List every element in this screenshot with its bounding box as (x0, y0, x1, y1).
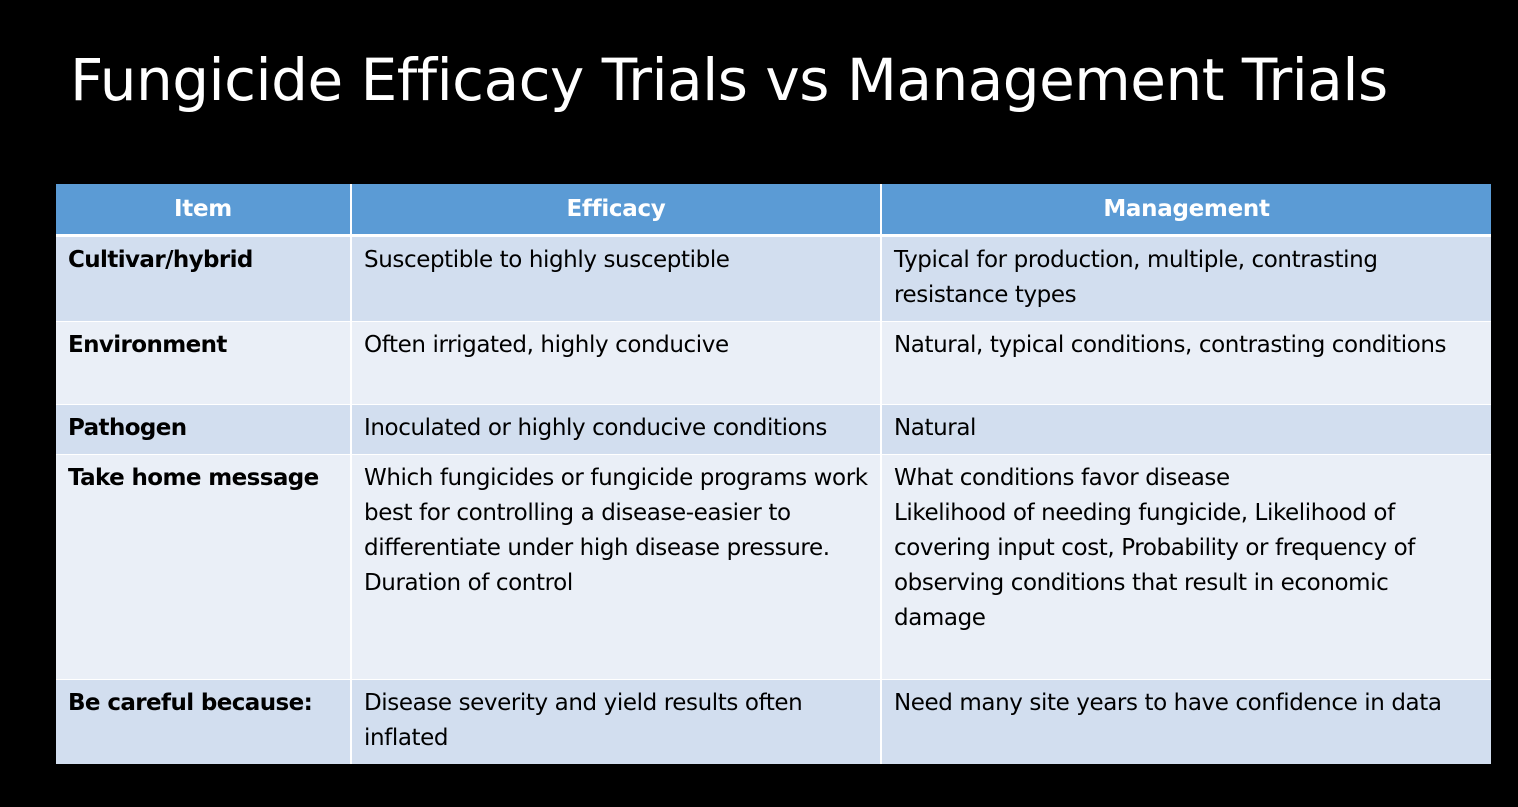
cell-text: Need many site years to have confidence … (894, 690, 1442, 716)
row-label: Cultivar/hybrid (56, 235, 352, 322)
management-cell: Natural (881, 404, 1491, 455)
efficacy-cell: Which fungicides or fungicide programs w… (351, 454, 882, 680)
row-label: Environment (56, 321, 352, 405)
efficacy-cell: Susceptible to highly susceptible (351, 235, 882, 322)
cell-text: Inoculated or highly conducive condition… (364, 415, 828, 441)
header-management: Management (881, 184, 1491, 237)
row-label: Pathogen (56, 404, 352, 455)
cell-text: Disease severity and yield results often… (364, 690, 803, 751)
comparison-table: Item Efficacy Management Cultivar/hybrid… (56, 184, 1491, 764)
management-cell: What conditions favor disease Likelihood… (881, 454, 1491, 680)
row-label: Be careful because: (56, 679, 352, 764)
efficacy-cell: Inoculated or highly conducive condition… (351, 404, 882, 455)
header-item: Item (56, 184, 352, 237)
management-cell: Natural, typical conditions, contrasting… (881, 321, 1491, 405)
cell-text: Natural, typical conditions, contrasting… (894, 332, 1447, 358)
efficacy-cell: Often irrigated, highly conducive (351, 321, 882, 405)
table-header-row: Item Efficacy Management (56, 184, 1491, 237)
slide-title: Fungicide Efficacy Trials vs Management … (70, 46, 1388, 114)
management-cell: Need many site years to have confidence … (881, 679, 1491, 764)
table-row-environment: Environment Often irrigated, highly cond… (56, 321, 1491, 405)
row-label: Take home message (56, 454, 352, 680)
table-row-take-home: Take home message Which fungicides or fu… (56, 454, 1491, 680)
table-row-pathogen: Pathogen Inoculated or highly conducive … (56, 404, 1491, 455)
cell-text: Likelihood of needing fungicide, Likelih… (894, 500, 1415, 631)
cell-text: Natural (894, 415, 977, 441)
cell-text: Susceptible to highly susceptible (364, 247, 730, 273)
table-row-cultivar: Cultivar/hybrid Susceptible to highly su… (56, 235, 1491, 322)
header-efficacy: Efficacy (351, 184, 882, 237)
cell-text: Often irrigated, highly conducive (364, 332, 729, 358)
management-cell: Typical for production, multiple, contra… (881, 235, 1491, 322)
cell-text: What conditions favor disease (894, 465, 1230, 491)
cell-text: Typical for production, multiple, contra… (894, 247, 1378, 308)
table-row-be-careful: Be careful because: Disease severity and… (56, 679, 1491, 764)
cell-text: Duration of control (364, 570, 573, 596)
efficacy-cell: Disease severity and yield results often… (351, 679, 882, 764)
cell-text: Which fungicides or fungicide programs w… (364, 465, 868, 561)
